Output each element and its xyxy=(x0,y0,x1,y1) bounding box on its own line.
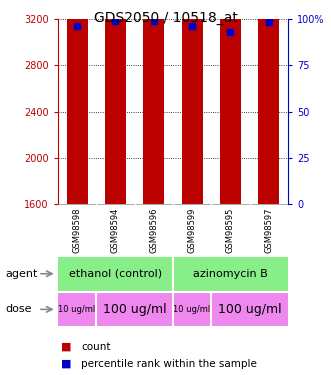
Text: ■: ■ xyxy=(61,342,72,352)
Text: 100 ug/ml: 100 ug/ml xyxy=(103,303,166,316)
Text: GSM98598: GSM98598 xyxy=(72,208,82,254)
Text: GSM98594: GSM98594 xyxy=(111,208,120,254)
Bar xyxy=(105,0,126,204)
Text: dose: dose xyxy=(5,304,31,314)
Bar xyxy=(173,292,211,326)
Bar xyxy=(58,257,173,291)
Bar xyxy=(58,292,96,326)
Text: percentile rank within the sample: percentile rank within the sample xyxy=(81,359,257,369)
Text: 10 ug/ml: 10 ug/ml xyxy=(59,305,96,314)
Text: GSM98595: GSM98595 xyxy=(226,208,235,254)
Bar xyxy=(67,0,88,204)
Bar xyxy=(96,292,173,326)
Text: agent: agent xyxy=(5,269,37,279)
Text: 100 ug/ml: 100 ug/ml xyxy=(218,303,281,316)
Text: GDS2050 / 10518_at: GDS2050 / 10518_at xyxy=(94,11,237,25)
Bar xyxy=(173,257,288,291)
Bar xyxy=(211,292,288,326)
Text: ■: ■ xyxy=(61,359,72,369)
Bar xyxy=(258,0,279,204)
Bar xyxy=(220,18,241,204)
Text: count: count xyxy=(81,342,111,352)
Text: ethanol (control): ethanol (control) xyxy=(69,269,162,279)
Text: 10 ug/ml: 10 ug/ml xyxy=(173,305,211,314)
Bar xyxy=(143,0,164,204)
Text: GSM98599: GSM98599 xyxy=(188,208,197,254)
Bar xyxy=(182,0,203,204)
Text: GSM98596: GSM98596 xyxy=(149,208,158,254)
Text: GSM98597: GSM98597 xyxy=(264,208,273,254)
Text: azinomycin B: azinomycin B xyxy=(193,269,268,279)
